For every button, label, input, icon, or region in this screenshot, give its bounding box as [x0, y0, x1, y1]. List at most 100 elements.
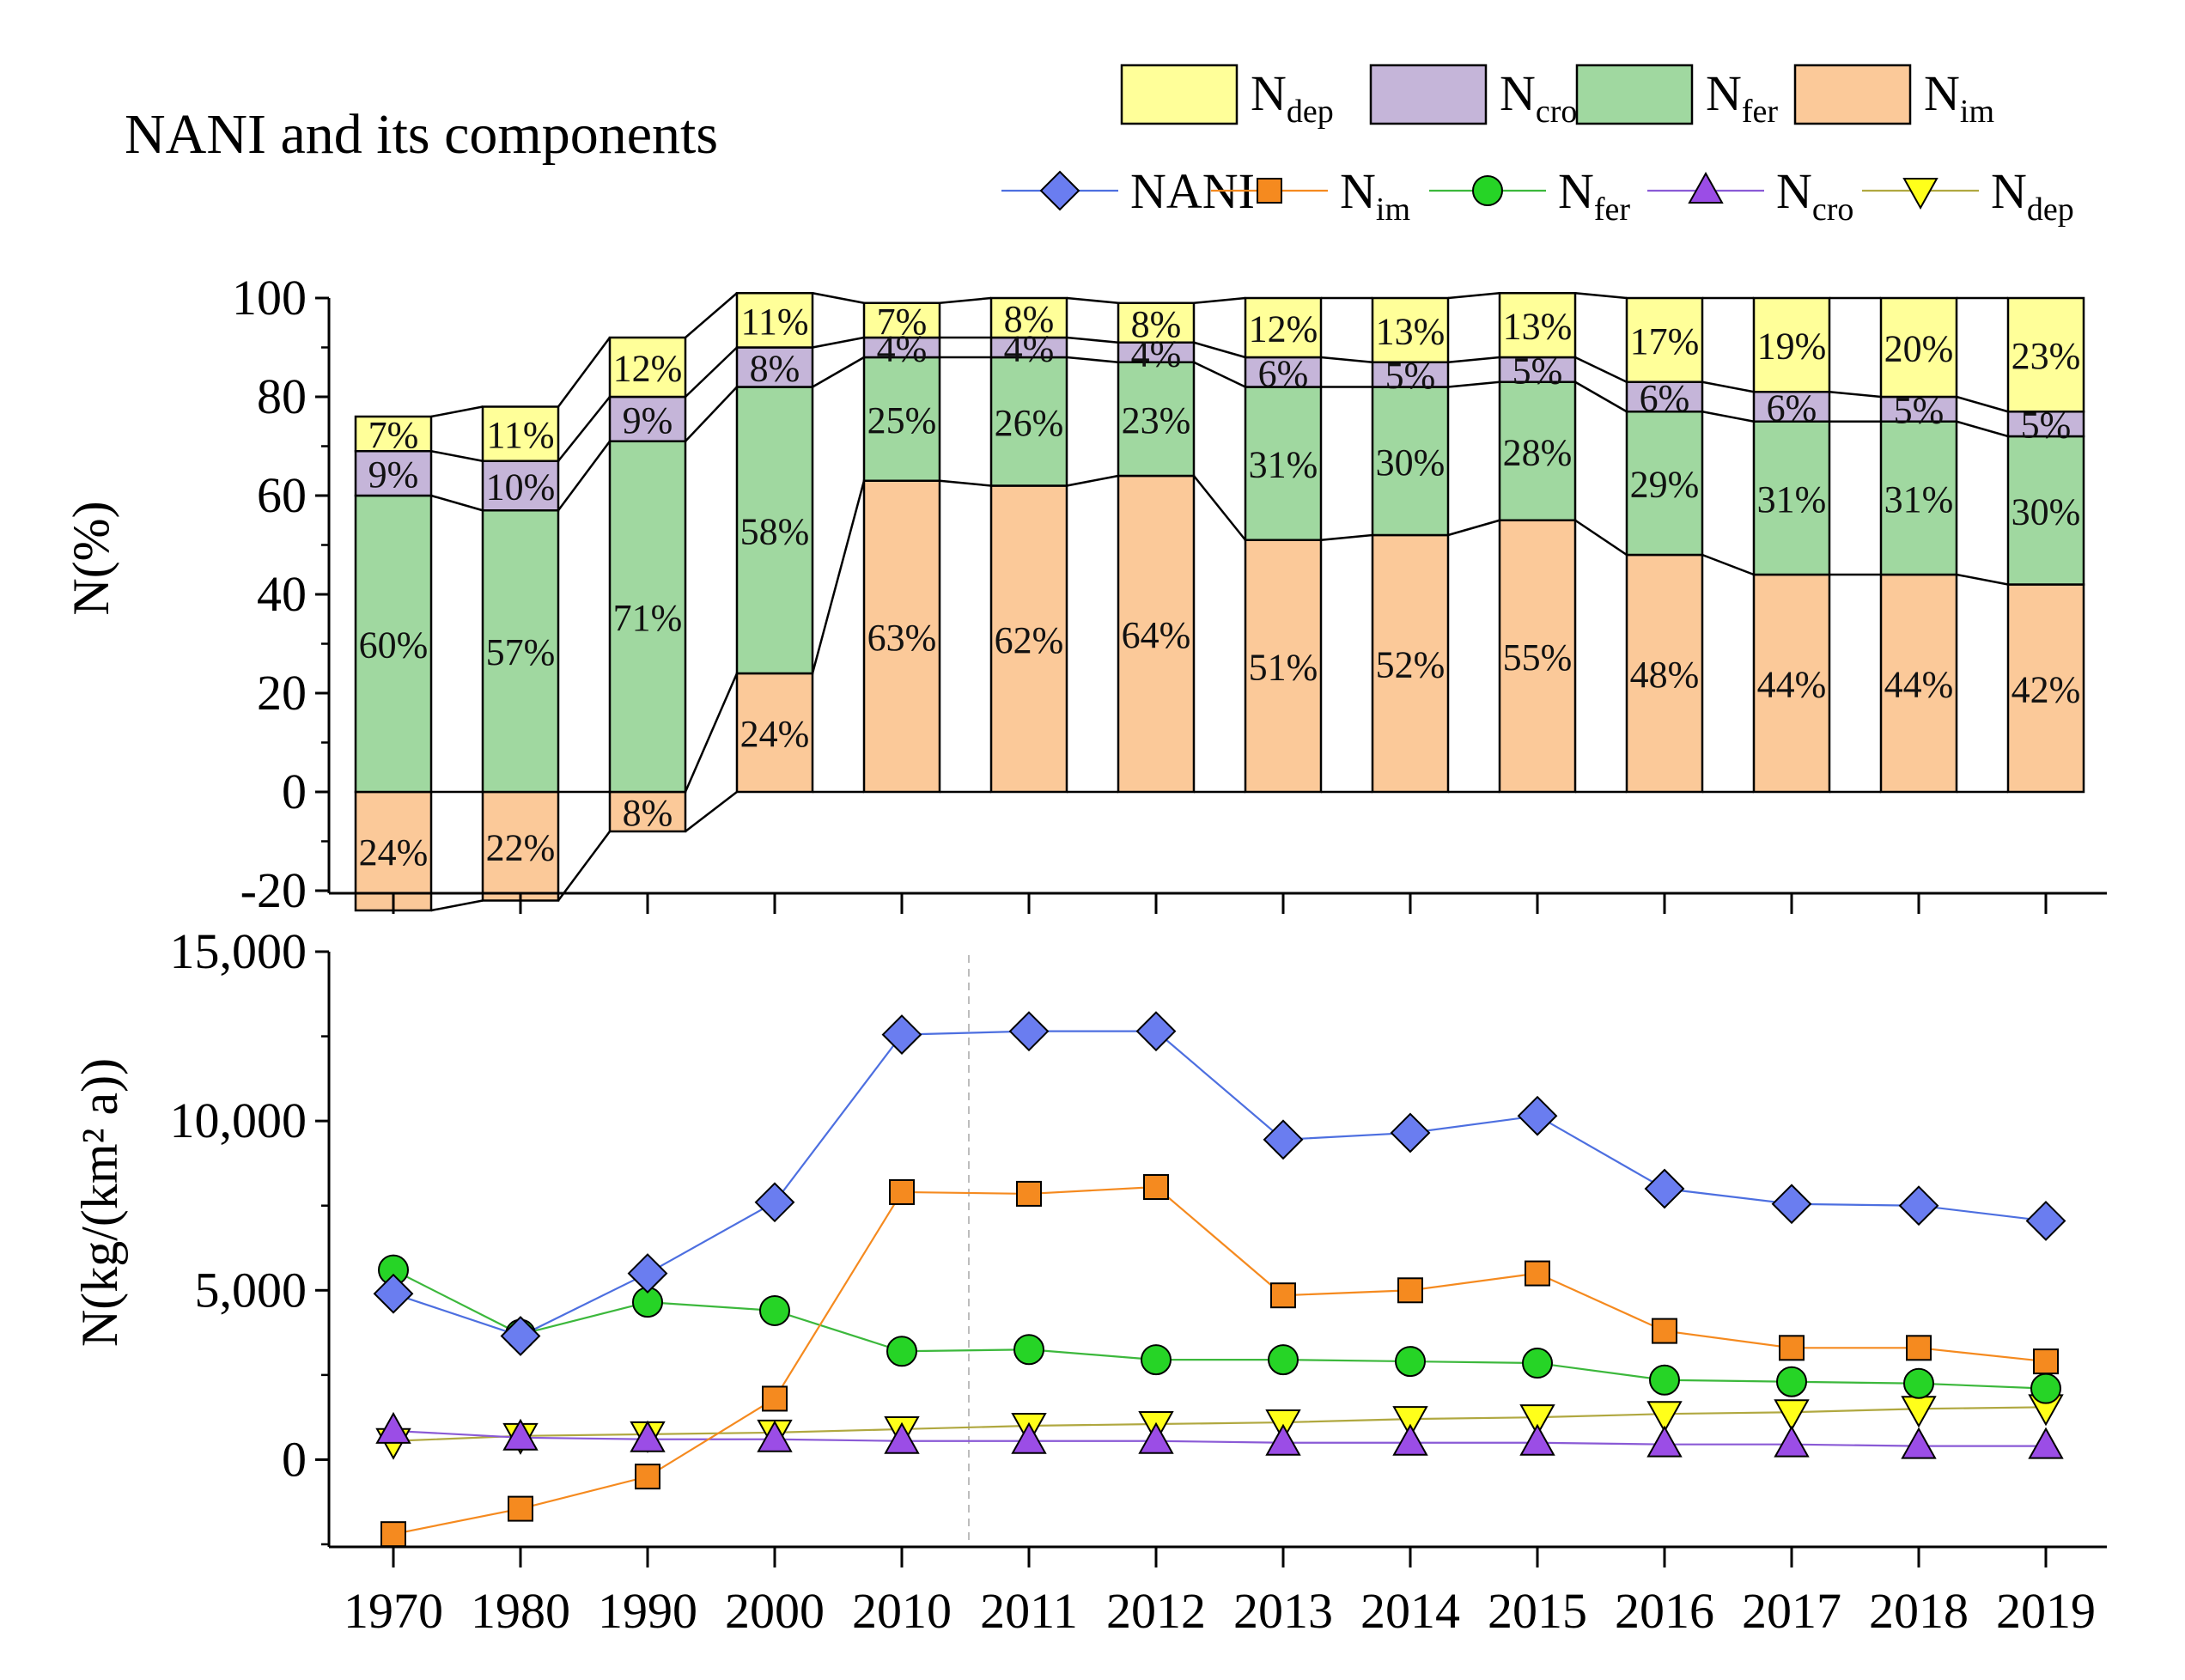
bottom-y-tick-label: 15,000	[170, 923, 307, 979]
bar-connector-line	[684, 673, 739, 793]
bar-label-dep-2000: 11%	[740, 301, 808, 343]
top-y-tick-label: -20	[240, 862, 307, 918]
point-cro-2018	[1901, 1427, 1937, 1459]
legend-line-label-im: Nim	[1340, 163, 1410, 228]
bar-connector-line	[1066, 474, 1119, 487]
bar-label-dep-2010: 7%	[877, 301, 928, 343]
bar-label-dep-2012: 8%	[1131, 303, 1182, 345]
point-fer-2019	[2030, 1373, 2061, 1404]
bar-label-im-2019: 42%	[2012, 668, 2081, 710]
point-cro-2011	[1011, 1421, 1047, 1454]
bar-segment-im-1990	[608, 790, 687, 833]
point-fer-2011	[1013, 1334, 1044, 1366]
bar-connector-line	[1574, 292, 1628, 300]
legend-swatch-cro	[1369, 64, 1488, 125]
bar-segment-dep-2014	[1371, 296, 1450, 363]
point-NANI-2019	[2025, 1201, 2066, 1241]
bar-segment-fer-2018	[1879, 420, 1958, 576]
bar-connector-line	[557, 337, 612, 408]
point-NANI-2010	[881, 1014, 922, 1056]
point-NANI-2012	[1135, 1011, 1177, 1052]
bar-connector-line	[812, 292, 865, 304]
point-im-1970	[380, 1521, 406, 1548]
legend-bar: Ndep Ncro Nfer Nim	[1120, 64, 1994, 130]
bar-connector-line	[811, 480, 866, 674]
bar-connector-line	[1320, 533, 1373, 541]
point-im-2018	[1906, 1335, 1932, 1361]
bar-connector-line	[1956, 573, 2009, 586]
bar-label-im-2012: 64%	[1122, 614, 1191, 656]
legend-marker-NANI	[1039, 170, 1080, 211]
point-dep-2018	[1901, 1396, 1937, 1428]
point-im-2017	[1779, 1335, 1805, 1361]
bar-label-cro-2018: 5%	[1894, 389, 1945, 431]
bar-segment-im-2019	[2006, 583, 2085, 794]
bar-segment-fer-2016	[1625, 411, 1704, 557]
bar-connector-line	[685, 386, 738, 442]
bar-label-im-2010: 63%	[867, 617, 937, 659]
bar-segment-fer-2014	[1371, 386, 1450, 537]
bar-connector-line	[939, 296, 992, 304]
legend-main: N	[1776, 163, 1812, 219]
x-tick-label-1980: 1980	[471, 1583, 570, 1639]
bar-segment-im-2017	[1752, 573, 1831, 794]
bar-label-dep-1990: 12%	[613, 348, 683, 390]
legend-line-label-fer: Nfer	[1558, 163, 1630, 228]
bar-segment-im-2010	[862, 479, 941, 794]
legend-sub: dep	[2027, 192, 2074, 228]
bar-label-dep-2019: 23%	[2012, 335, 2081, 377]
bar-connector-line	[1701, 553, 1755, 576]
x-tick-label-2010: 2010	[852, 1583, 952, 1639]
bar-connector-line	[557, 831, 612, 902]
legend-swatch-im	[1793, 64, 1912, 125]
bar-connector-line	[812, 356, 865, 388]
legend-line-label-cro: Ncro	[1776, 163, 1853, 228]
bar-label-im-1980: 22%	[486, 826, 556, 868]
legend-main: N	[1251, 65, 1287, 121]
legend-sub: im	[1960, 94, 1994, 130]
point-cro-1970	[375, 1411, 411, 1444]
bar-label-fer-2014: 30%	[1376, 441, 1446, 484]
point-cro-1980	[502, 1418, 539, 1451]
point-cro-2019	[2028, 1427, 2064, 1459]
legend-bar-label-dep: Ndep	[1251, 65, 1334, 130]
stacked-percent-bar-chart: 24%60%9%7%22%57%10%11%8%71%9%12%24%58%8%…	[63, 270, 2107, 918]
point-fer-2010	[886, 1336, 917, 1367]
bar-label-dep-2014: 13%	[1376, 310, 1446, 352]
bar-label-cro-2019: 5%	[2021, 405, 2072, 447]
series-line-NANI	[393, 1030, 2047, 1337]
bar-label-fer-1990: 71%	[613, 597, 683, 639]
bar-segment-dep-2010	[862, 301, 941, 339]
point-im-1990	[635, 1464, 660, 1490]
bottom-y-axis-label: N(kg/(km² a))	[71, 1058, 128, 1347]
series-line-im	[393, 1185, 2047, 1536]
bar-label-im-2016: 48%	[1630, 654, 1700, 696]
bar-connector-line	[430, 494, 484, 512]
legend-swatch-fer	[1575, 64, 1694, 125]
bar-connector-line	[685, 346, 738, 398]
legend-line-label-dep: Ndep	[1991, 163, 2074, 228]
bar-connector-line	[812, 336, 865, 349]
bar-segment-cro-1980	[481, 460, 560, 512]
bar-label-cro-1990: 9%	[623, 399, 673, 441]
bar-label-im-2015: 55%	[1503, 636, 1573, 679]
x-tick-label-2011: 2011	[980, 1583, 1078, 1639]
bar-label-fer-2011: 26%	[995, 402, 1064, 444]
bar-connector-line	[1574, 380, 1628, 413]
bar-connector-line	[1956, 395, 2009, 413]
bar-segment-cro-2016	[1625, 380, 1704, 413]
top-y-tick-label: 0	[282, 764, 307, 819]
legend-sub: dep	[1287, 94, 1334, 130]
bar-connector-line	[557, 396, 611, 462]
point-fer-2017	[1776, 1366, 1807, 1397]
nitrogen-line-chart: 0 5,000 10,000 15,000 1970 1980 1990 2000 2010 20…	[71, 923, 2107, 1639]
bar-label-dep-2015: 13%	[1503, 306, 1573, 348]
point-dep-2017	[1774, 1399, 1810, 1432]
bar-label-im-2013: 51%	[1249, 646, 1318, 688]
bar-connector-line	[685, 791, 738, 832]
legend-main: N	[1340, 163, 1376, 219]
series-line-fer	[393, 1269, 2047, 1390]
bar-segment-im-2014	[1371, 533, 1450, 794]
bar-label-im-1970: 24%	[359, 831, 429, 873]
